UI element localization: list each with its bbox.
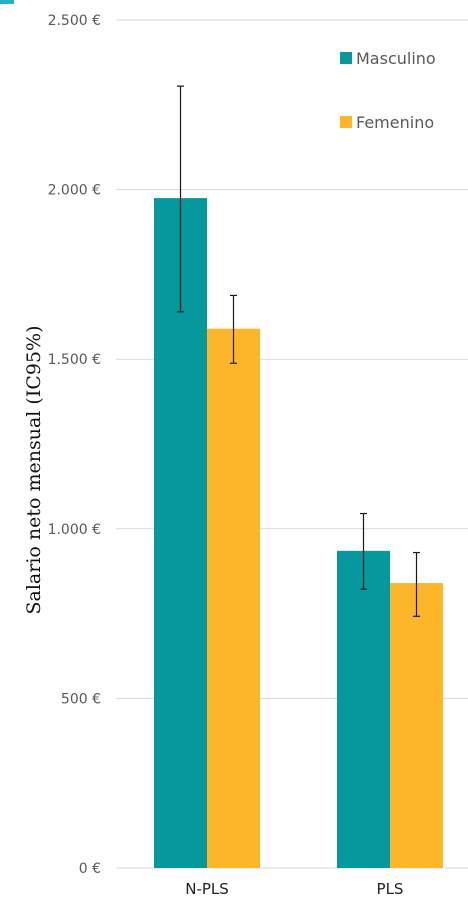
y-tick-label: 1.000 €	[48, 522, 101, 538]
legend-swatch	[340, 52, 352, 64]
legend-label: Femenino	[356, 113, 434, 132]
legend-swatch	[340, 116, 352, 128]
y-tick-label: 1.500 €	[48, 352, 101, 368]
legend-label: Masculino	[356, 49, 436, 68]
x-category-label: PLS	[377, 880, 404, 898]
x-category-label: N-PLS	[185, 880, 229, 898]
y-tick-label: 500 €	[61, 691, 101, 707]
y-tick-label: 0 €	[79, 861, 101, 877]
error-bars	[177, 85, 420, 617]
bars	[154, 198, 443, 868]
corner-mark	[0, 0, 14, 4]
bar-femenino-pls	[390, 583, 443, 868]
y-tick-label: 2.000 €	[48, 183, 101, 199]
legend: Masculino Femenino	[340, 49, 436, 132]
y-axis-ticks: 0 € 500 € 1.000 € 1.500 € 2.000 € 2.500 €	[48, 13, 101, 877]
bar-masculino-pls	[337, 550, 390, 868]
y-axis-label: Salario neto mensual (IC95%)	[23, 325, 45, 614]
x-axis-categories: N-PLS PLS	[185, 880, 403, 898]
y-tick-label: 2.500 €	[48, 13, 101, 29]
bar-femenino-n-pls	[207, 328, 260, 868]
